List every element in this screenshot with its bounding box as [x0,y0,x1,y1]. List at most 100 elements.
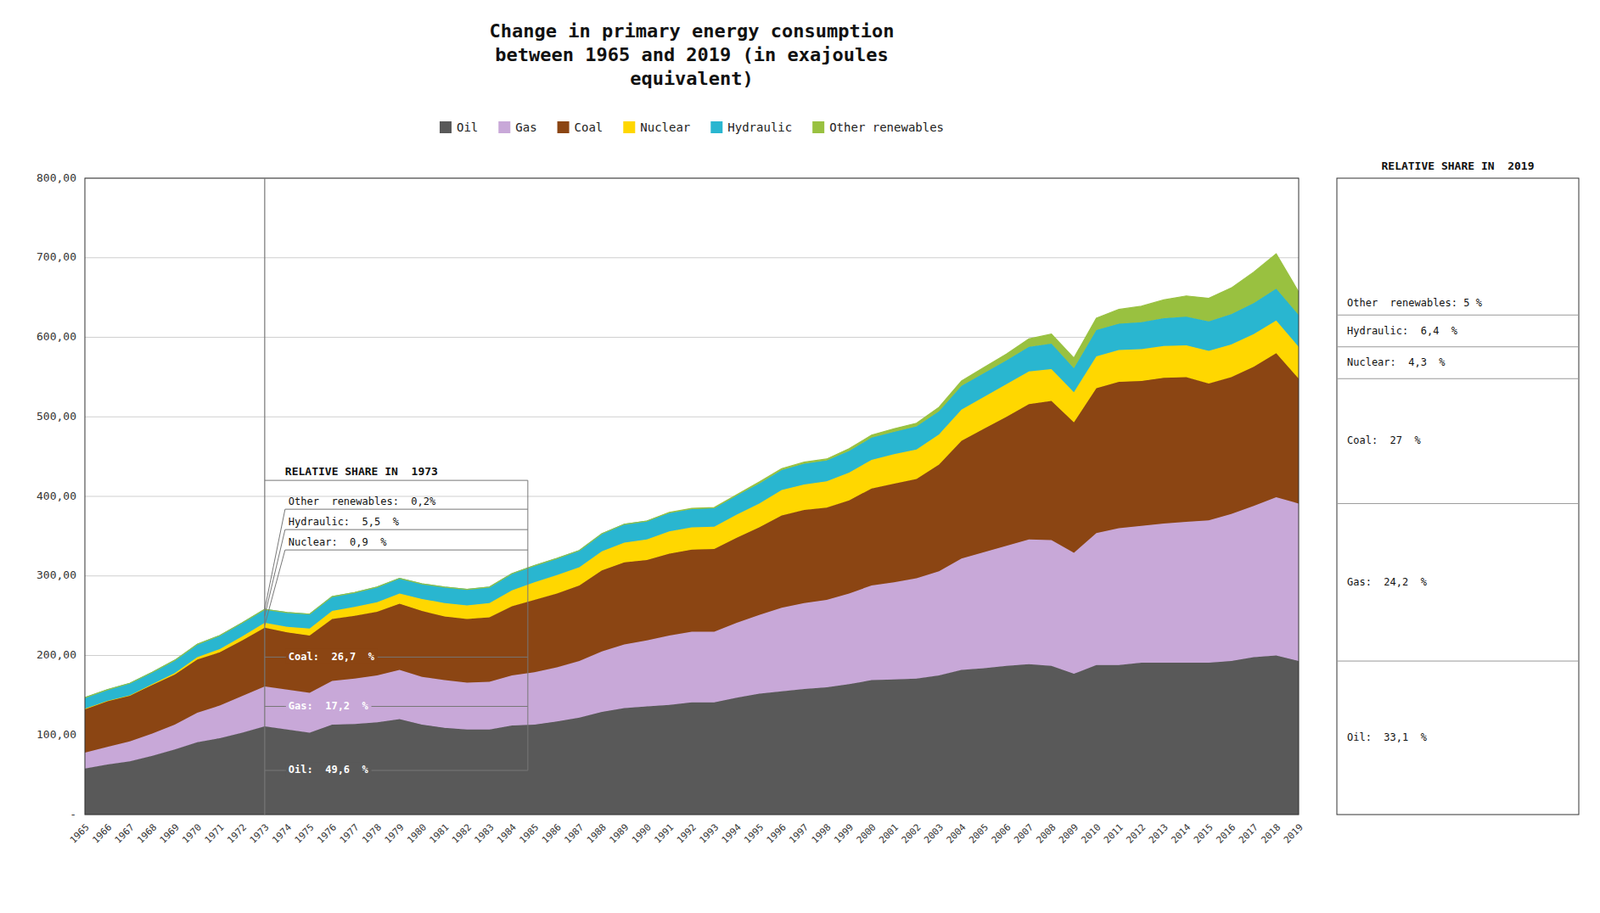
x-tick-label: 2006 [989,822,1014,847]
y-tick-label: 400,00 [36,489,77,503]
x-tick-label: 2016 [1213,822,1238,847]
annotation-row-line [285,529,528,531]
x-tick-label: 2019 [1281,822,1306,847]
y-tick-label: 100,00 [36,728,77,742]
y-axis: -100,00200,00300,00400,00500,00600,00700… [36,171,77,821]
panel-label: Hydraulic: 6,4 % [1347,325,1459,337]
panel-label: Nuclear: 4,3 % [1347,356,1446,369]
annotation-connector [264,769,286,771]
x-tick-label: 1969 [157,822,182,847]
y-grid [84,178,1299,815]
x-tick-label: 1990 [629,822,654,847]
legend-label: Other renewables [829,120,944,135]
x-tick-label: 1980 [404,822,429,847]
x-tick-label: 2010 [1079,822,1104,847]
x-tick-label: 2003 [921,822,946,847]
area-fill [84,253,1299,698]
y-tick-label: 700,00 [36,250,77,264]
x-tick-label: 2009 [1056,822,1081,847]
panel-label: Gas: 24,2 % [1347,576,1428,589]
y-tick-label: 500,00 [36,409,77,423]
panel-label: Oil: 33,1 % [1347,731,1428,744]
x-tick-label: 1998 [809,822,834,847]
annotation-box-edge [527,480,528,771]
x-tick-label: 2000 [854,822,879,847]
x-tick-label: 2011 [1101,822,1126,847]
year-annotation: RELATIVE SHARE IN 1973Other renewables: … [264,178,528,815]
y-tick-label: 800,00 [36,171,77,185]
x-tick-label: 1993 [696,822,721,847]
x-tick-label: 2005 [966,822,991,847]
legend-swatch [812,121,825,134]
x-tick-label: 1979 [382,822,407,847]
x-tick-label: 1983 [472,822,497,847]
legend-swatch [623,121,635,134]
area-edge [84,253,1299,698]
x-tick-label: 1966 [89,822,114,847]
x-tick-label: 1977 [337,822,362,847]
x-tick-label: 1994 [719,821,744,846]
area-edge [84,288,1299,698]
legend-swatch [557,121,570,134]
x-tick-label: 1973 [247,822,272,847]
annotation-connector [264,706,286,708]
x-tick-label: 1978 [359,822,384,847]
title-line: between 1965 and 2019 (in exajoules [494,44,889,66]
chart: Change in primary energy consumptionbetw… [0,0,1600,913]
annotation-label-bg [286,762,372,778]
x-tick-label: 1981 [427,822,452,847]
annotation-connector [264,550,286,626]
panel-box [1336,178,1579,815]
x-tick-label: 1985 [516,822,541,847]
annotation-row-line [285,550,528,551]
title-line: Change in primary energy consumption [489,20,895,42]
grid-line [84,257,1299,259]
annotation-year-line [263,178,265,815]
panel-title: RELATIVE SHARE IN 2019 [1381,159,1534,173]
share-panel: RELATIVE SHARE IN 2019 Other renewables: … [1336,159,1579,815]
panel-separator [1336,314,1579,316]
annotation-connector [264,509,286,610]
x-tick-label: 1968 [134,822,159,847]
plot-frame [84,178,1299,815]
legend-label: Oil [456,120,478,135]
panel-separator [1336,346,1579,348]
annotation-title: RELATIVE SHARE IN 1973 [285,465,438,478]
x-tick-label: 1991 [651,822,676,847]
panel-separator [1336,378,1579,380]
x-tick-label: 1972 [224,822,249,847]
legend-label: Coal [574,120,604,135]
x-tick-label: 2014 [1168,821,1193,846]
x-tick-label: 1967 [112,822,137,847]
y-tick-label: - [69,808,77,821]
x-tick-label: 2004 [944,821,969,846]
title-line: equivalent) [629,67,754,90]
legend-label: Gas [515,120,537,135]
x-tick-label: 2013 [1146,822,1171,847]
annotation-label-bg [286,698,372,714]
x-axis: 1965196619671968196919701971197219731974… [67,821,1306,846]
area-fill [84,288,1299,709]
areas [84,253,1299,815]
legend-label: Hydraulic [727,120,792,135]
y-tick-label: 600,00 [36,330,77,343]
x-tick-label: 1996 [764,822,789,847]
legend-swatch [498,121,511,134]
annotation-label: Nuclear: 0,9 % [288,536,388,549]
x-tick-label: 2007 [1011,822,1036,847]
annotation-label-bg [286,649,378,665]
x-tick-label: 1971 [202,822,227,847]
x-tick-label: 1999 [831,822,856,847]
x-tick-label: 2012 [1123,822,1148,847]
legend-label: Nuclear [640,120,691,135]
panel-label: Other renewables: 5 % [1347,297,1483,309]
x-tick-label: 1982 [449,822,474,847]
x-tick-label: 1989 [606,822,631,847]
legend-swatch [710,121,723,134]
x-tick-label: 1974 [269,821,294,846]
y-tick-label: 300,00 [36,568,77,582]
x-tick-label: 1984 [494,821,519,846]
annotation-connector [264,529,286,617]
legend-swatch [439,121,452,134]
area-fill [84,353,1299,753]
